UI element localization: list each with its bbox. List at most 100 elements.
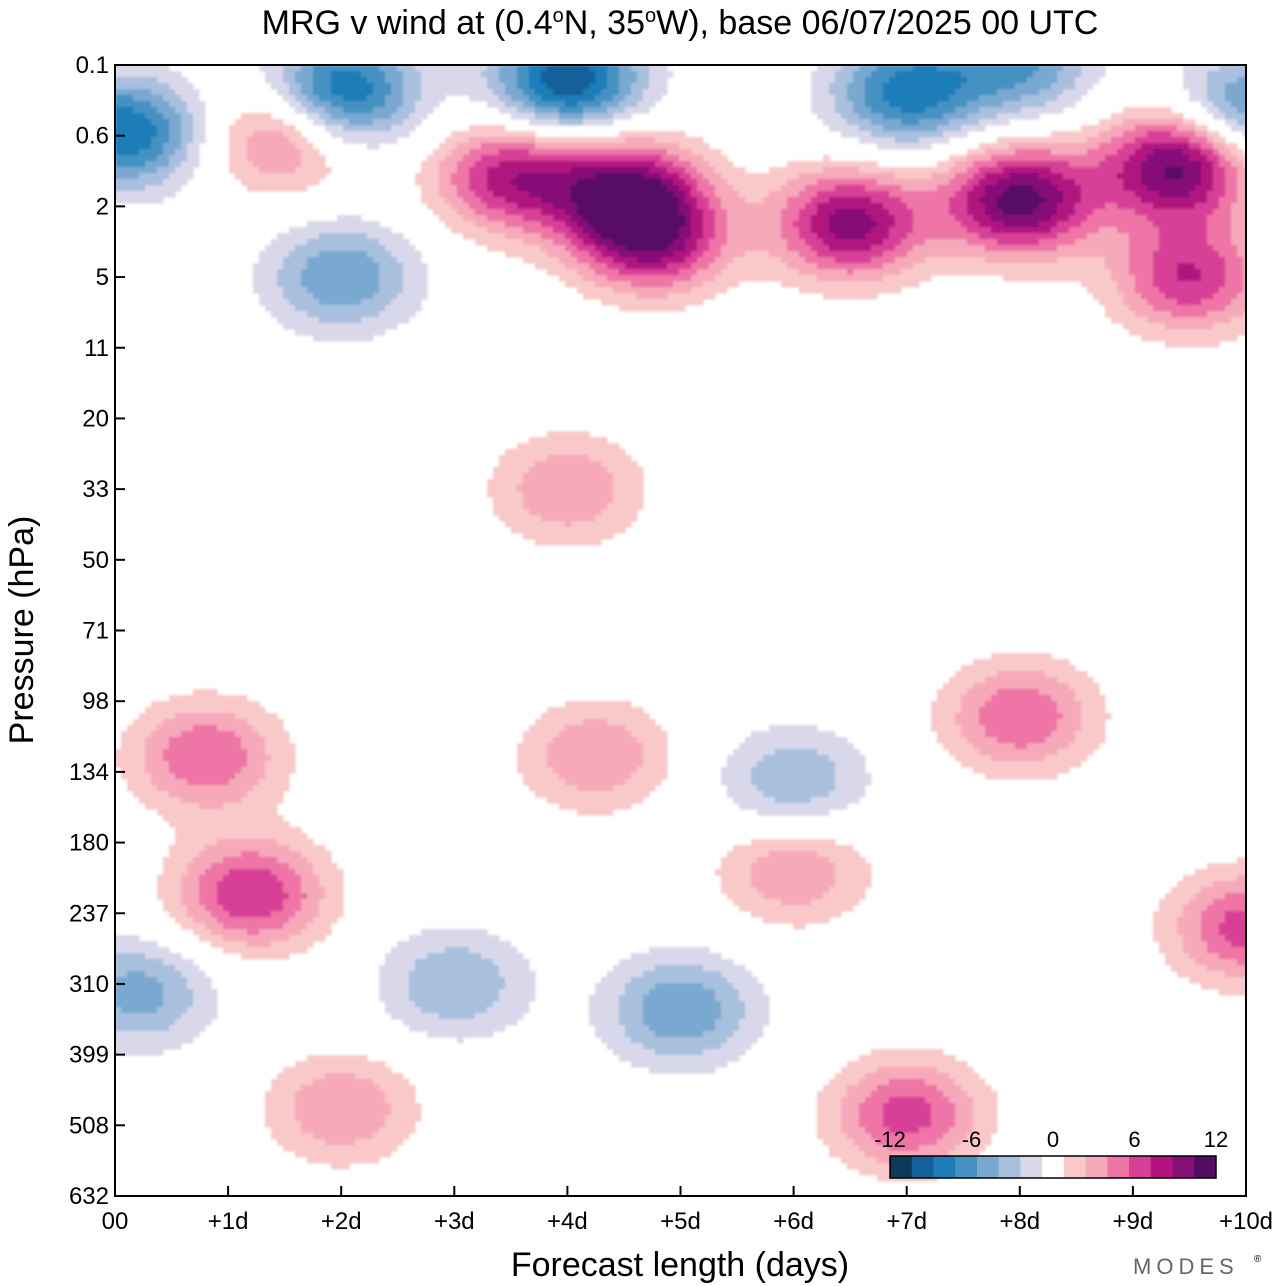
contour-cell: [643, 197, 650, 204]
contour-cell: [781, 257, 788, 264]
contour-cell: [493, 65, 500, 72]
contour-cell: [1153, 227, 1160, 234]
contour-cell: [889, 269, 896, 276]
contour-cell: [445, 191, 452, 198]
contour-cell: [415, 113, 422, 120]
contour-cell: [655, 239, 662, 246]
contour-cell: [463, 221, 470, 228]
contour-cell: [769, 167, 776, 174]
contour-cell: [337, 275, 344, 282]
contour-cell: [127, 173, 134, 180]
contour-cell: [529, 71, 536, 78]
contour-cell: [559, 239, 566, 246]
contour-cell: [1045, 269, 1052, 276]
contour-cell: [1189, 71, 1196, 78]
contour-cell: [1213, 269, 1220, 276]
contour-cell: [157, 125, 164, 132]
contour-cell: [1189, 245, 1196, 252]
contour-cell: [595, 263, 602, 270]
contour-cell: [379, 275, 386, 282]
contour-cell: [1117, 263, 1124, 270]
contour-cell: [799, 203, 806, 210]
contour-cell: [643, 185, 650, 192]
contour-cell: [163, 191, 170, 198]
contour-cell: [1189, 143, 1196, 150]
contour-cell: [1069, 203, 1076, 210]
contour-cell: [373, 95, 380, 102]
contour-cell: [949, 191, 956, 198]
contour-cell: [1021, 233, 1028, 240]
contour-cell: [577, 65, 584, 72]
contour-cell: [571, 221, 578, 228]
contour-cell: [433, 161, 440, 168]
contour-cell: [931, 137, 938, 144]
contour-cell: [1105, 167, 1112, 174]
contour-cell: [595, 161, 602, 168]
contour-cell: [847, 173, 854, 180]
contour-cell: [433, 203, 440, 210]
contour-cell: [673, 197, 680, 204]
contour-cell: [535, 83, 542, 90]
contour-cell: [553, 203, 560, 210]
contour-cell: [1075, 137, 1082, 144]
contour-cell: [403, 107, 410, 114]
contour-cell: [541, 113, 548, 120]
contour-cell: [229, 149, 236, 156]
contour-cell: [481, 173, 488, 180]
contour-cell: [1177, 155, 1184, 162]
contour-cell: [487, 245, 494, 252]
contour-cell: [1009, 215, 1016, 222]
contour-cell: [157, 95, 164, 102]
contour-cell: [613, 179, 620, 186]
contour-cell: [661, 77, 668, 84]
contour-cell: [1153, 263, 1160, 270]
contour-cell: [373, 275, 380, 282]
contour-cell: [577, 119, 584, 126]
contour-cell: [1237, 239, 1244, 246]
contour-cell: [1219, 209, 1226, 216]
contour-cell: [817, 221, 824, 228]
contour-cell: [991, 167, 998, 174]
contour-cell: [241, 119, 248, 126]
contour-cell: [889, 221, 896, 228]
contour-cell: [967, 197, 974, 204]
contour-cell: [577, 203, 584, 210]
contour-cell: [1165, 155, 1172, 162]
contour-cell: [499, 101, 506, 108]
contour-cell: [1087, 185, 1094, 192]
contour-cell: [769, 251, 776, 258]
contour-cell: [823, 185, 830, 192]
contour-cell: [553, 89, 560, 96]
contour-cell: [1081, 269, 1088, 276]
contour-cell: [325, 167, 332, 174]
contour-cell: [841, 209, 848, 216]
contour-cell: [133, 179, 140, 186]
contour-cell: [799, 227, 806, 234]
contour-cell: [859, 167, 866, 174]
contour-cell: [559, 185, 566, 192]
contour-cell: [487, 215, 494, 222]
contour-cell: [877, 83, 884, 90]
contour-cell: [979, 161, 986, 168]
contour-cell: [793, 263, 800, 270]
contour-cell: [781, 263, 788, 270]
contour-cell: [451, 161, 458, 168]
contour-cell: [295, 179, 302, 186]
contour-cell: [667, 185, 674, 192]
contour-cell: [1099, 155, 1106, 162]
contour-cell: [295, 269, 302, 276]
contour-cell: [1045, 161, 1052, 168]
contour-cell: [547, 209, 554, 216]
contour-cell: [445, 155, 452, 162]
contour-cell: [985, 227, 992, 234]
contour-cell: [1219, 89, 1226, 96]
contour-cell: [721, 173, 728, 180]
contour-cell: [175, 89, 182, 96]
contour-cell: [997, 209, 1004, 216]
contour-cell: [133, 173, 140, 180]
contour-cell: [817, 113, 824, 120]
contour-cell: [991, 95, 998, 102]
contour-cell: [1231, 257, 1238, 264]
contour-cell: [1045, 143, 1052, 150]
contour-cell: [517, 95, 524, 102]
